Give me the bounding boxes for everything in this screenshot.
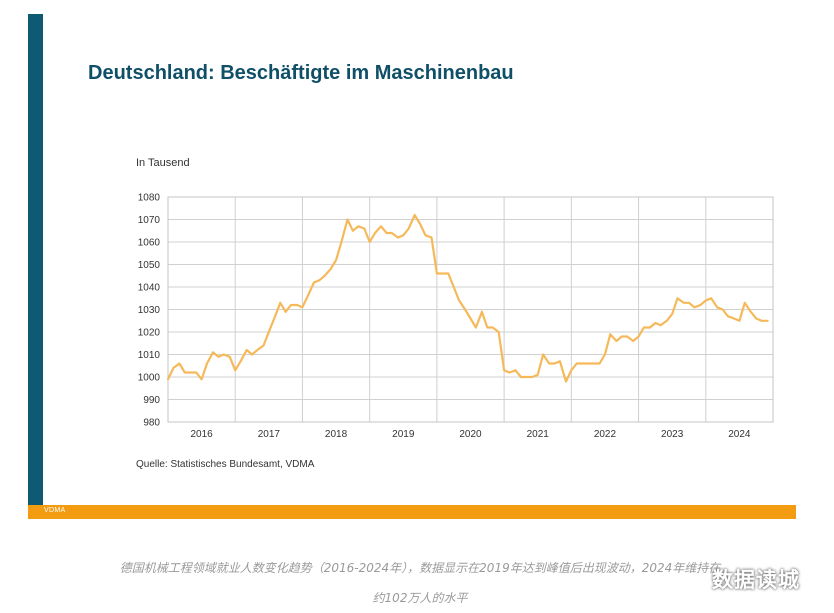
caption-line-2: 约102万人的水平 [372, 591, 468, 605]
y-axis-unit-label: In Tausend [136, 157, 190, 169]
x-tick-label: 2024 [728, 429, 751, 440]
series-line-employees [166, 213, 769, 383]
y-tick-label: 1020 [138, 328, 161, 339]
chart-grid [167, 196, 774, 423]
x-tick-label: 2020 [459, 429, 482, 440]
image-caption: 德国机械工程领域就业人数变化趋势（2016-2024年），数据显示在2019年达… [40, 553, 800, 613]
chart-source: Quelle: Statistisches Bundesamt, VDMA [136, 459, 315, 470]
slide-panel [28, 14, 796, 519]
slide-footer-bar [28, 505, 796, 519]
y-tick-label: 1030 [138, 305, 161, 316]
slide-title: Deutschland: Beschäftigte im Maschinenba… [88, 62, 514, 84]
y-axis-ticks: 980 990 1000 1010 1020 1030 1040 1050 1060 1070 10… [138, 193, 161, 429]
y-tick-label: 1070 [138, 215, 161, 226]
y-tick-label: 1040 [138, 283, 161, 294]
watermark-logo: 数据读城 [712, 568, 800, 592]
y-tick-label: 980 [143, 418, 160, 429]
x-tick-label: 2017 [258, 429, 281, 440]
x-axis-ticks: 2016 2017 2018 2019 2020 2021 2022 2023 2024 [190, 429, 750, 440]
plot-frame [167, 196, 774, 423]
x-tick-label: 2023 [661, 429, 684, 440]
x-tick-label: 2018 [325, 429, 348, 440]
footer-brand-label: VDMA [44, 507, 66, 514]
y-tick-label: 1080 [138, 193, 161, 204]
y-tick-label: 990 [143, 395, 160, 406]
y-tick-label: 1050 [138, 260, 161, 271]
x-tick-label: 2021 [527, 429, 550, 440]
y-tick-label: 1000 [138, 373, 161, 384]
x-tick-label: 2019 [392, 429, 415, 440]
caption-line-1: 德国机械工程领域就业人数变化趋势（2016-2024年），数据显示在2019年达… [119, 561, 721, 575]
x-tick-label: 2016 [190, 429, 213, 440]
y-tick-label: 1010 [138, 350, 161, 361]
y-tick-label: 1060 [138, 238, 161, 249]
x-tick-label: 2022 [594, 429, 617, 440]
slide-accent-bar [28, 14, 43, 519]
